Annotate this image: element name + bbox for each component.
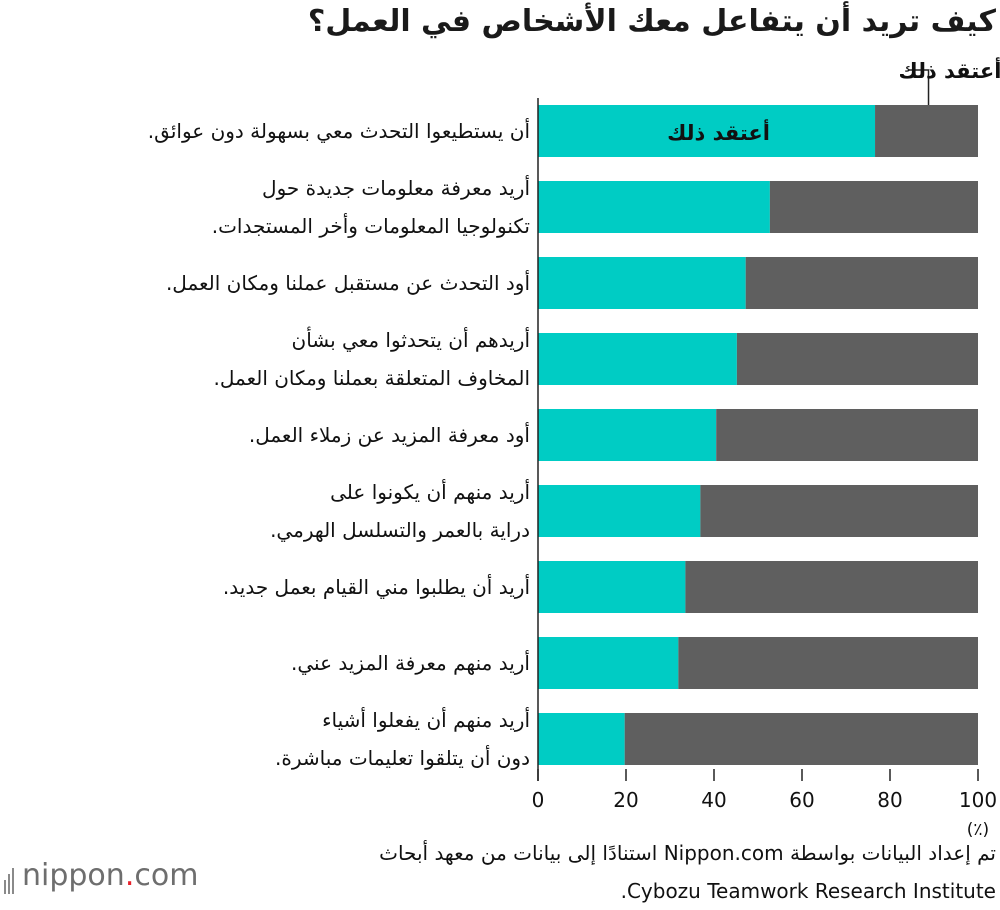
legend-agree-label: أعتقد ذلك <box>667 118 770 145</box>
bar-agree-1 <box>538 105 876 157</box>
category-label-2-line-2: تكنولوجيا المعلومات وأخر المستجدات. <box>211 214 530 238</box>
category-label-3-line-1: أود التحدث عن مستقبل عملنا ومكان العمل. <box>165 271 530 295</box>
x-unit-label: (٪) <box>967 820 989 840</box>
category-label-1: أن يستطيعوا التحدث معي بسهولة دون عوائق. <box>70 112 530 150</box>
category-label-6: أريد منهم أن يكونوا على دراية بالعمر والت… <box>70 473 530 549</box>
category-label-9: أريد منهم أن يفعلوا أشياء دون أن يتلقوا ت… <box>70 701 530 777</box>
category-label-3: أود التحدث عن مستقبل عملنا ومكان العمل. <box>70 264 530 302</box>
category-label-6-line-1: أريد منهم أن يكونوا على <box>330 480 530 504</box>
category-label-5: أود معرفة المزيد عن زملاء العمل. <box>70 416 530 454</box>
bar-disagree-4 <box>736 333 978 385</box>
source-line-1: تم إعداد البيانات بواسطة Nippon.com استن… <box>379 841 996 865</box>
bar-agree-4 <box>538 333 737 385</box>
x-tick-label-80: 80 <box>877 788 902 812</box>
bar-disagree-1 <box>875 105 978 157</box>
category-label-4-line-2: المخاوف المتعلقة بعملنا ومكان العمل. <box>213 366 530 390</box>
legend-disagree-label: لا أعتقد ذلك <box>899 56 1000 83</box>
chart-title: كيف تريد أن يتفاعل معك الأشخاص في العمل؟ <box>307 4 996 39</box>
bar-disagree-9 <box>624 713 978 765</box>
bar-agree-3 <box>538 257 746 309</box>
bar-disagree-6 <box>700 485 978 537</box>
bar-agree-5 <box>538 409 717 461</box>
source-note: تم إعداد البيانات بواسطة Nippon.com استن… <box>379 834 996 910</box>
bar-agree-7 <box>538 561 686 613</box>
logo-bars-icon <box>4 859 16 894</box>
x-tick-label-40: 40 <box>701 788 726 812</box>
logo-text: nippon <box>22 858 125 893</box>
nippon-logo: nippon.com <box>4 858 198 894</box>
x-tick-label-0: 0 <box>532 788 545 812</box>
category-label-7-line-1: أريد أن يطلبوا مني القيام بعمل جديد. <box>222 575 530 599</box>
legend-disagree-leader <box>908 69 930 105</box>
category-label-2: أريد معرفة معلومات جديدة حول تكنولوجيا ال… <box>70 169 530 245</box>
logo-suffix: com <box>134 858 199 893</box>
category-label-8: أريد منهم معرفة المزيد عني. <box>70 644 530 682</box>
x-tick-label-100: 100 <box>959 788 997 812</box>
category-label-4: أريدهم أن يتحدثوا معي بشأن المخاوف المتعل… <box>70 321 530 397</box>
bar-disagree-8 <box>678 637 978 689</box>
logo-dot: . <box>124 858 135 893</box>
bar-disagree-3 <box>745 257 978 309</box>
category-label-5-line-1: أود معرفة المزيد عن زملاء العمل. <box>248 423 530 447</box>
category-label-6-line-2: دراية بالعمر والتسلسل الهرمي. <box>270 518 530 542</box>
category-label-7: أريد أن يطلبوا مني القيام بعمل جديد. <box>70 568 530 606</box>
bar-disagree-2 <box>769 181 978 233</box>
bar-agree-2 <box>538 181 770 233</box>
category-label-1-line-1: أن يستطيعوا التحدث معي بسهولة دون عوائق. <box>147 119 530 143</box>
x-tick-label-20: 20 <box>613 788 638 812</box>
x-tick-label-60: 60 <box>789 788 814 812</box>
category-label-4-line-1: أريدهم أن يتحدثوا معي بشأن <box>291 328 531 352</box>
bar-agree-8 <box>538 637 679 689</box>
category-label-2-line-1: أريد معرفة معلومات جديدة حول <box>262 176 530 200</box>
category-label-8-line-1: أريد منهم معرفة المزيد عني. <box>291 651 530 675</box>
bar-disagree-7 <box>685 561 978 613</box>
bar-agree-6 <box>538 485 701 537</box>
bar-agree-9 <box>538 713 625 765</box>
source-line-2: Cybozu Teamwork Research Institute. <box>620 879 996 903</box>
category-label-9-line-1: أريد منهم أن يفعلوا أشياء <box>322 708 530 732</box>
category-label-9-line-2: دون أن يتلقوا تعليمات مباشرة. <box>275 746 530 770</box>
bar-disagree-5 <box>716 409 978 461</box>
